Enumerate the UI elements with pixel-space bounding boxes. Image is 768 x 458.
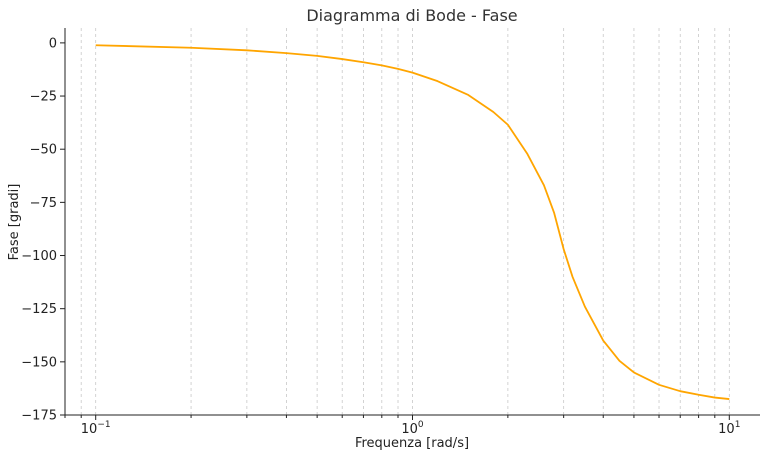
- y-axis-label: Fase [gradi]: [7, 184, 22, 261]
- chart-title: Diagramma di Bode - Fase: [306, 6, 517, 25]
- y-tick-label: −125: [21, 302, 57, 317]
- y-tick-label: −175: [21, 409, 57, 424]
- y-tick-label: −25: [30, 90, 57, 105]
- y-tick-label: −150: [21, 355, 57, 370]
- y-tick-label: 0: [49, 36, 57, 51]
- x-axis-label: Frequenza [rad/s]: [355, 436, 469, 451]
- phase-series-line: [95, 44, 730, 400]
- y-tick-label: −50: [30, 143, 57, 158]
- x-ticks: 10−1 100 101: [64, 415, 740, 437]
- x-tick-label: 100: [401, 420, 424, 437]
- y-tick-label: −100: [21, 249, 57, 264]
- grid: [64, 28, 730, 415]
- x-tick-label: 101: [718, 420, 740, 437]
- plot-area: [95, 44, 730, 400]
- y-ticks: 0 −25 −50 −75 −100 −125 −150 −175: [21, 36, 65, 424]
- x-tick-label: 10−1: [81, 420, 111, 437]
- y-tick-label: −75: [30, 196, 57, 211]
